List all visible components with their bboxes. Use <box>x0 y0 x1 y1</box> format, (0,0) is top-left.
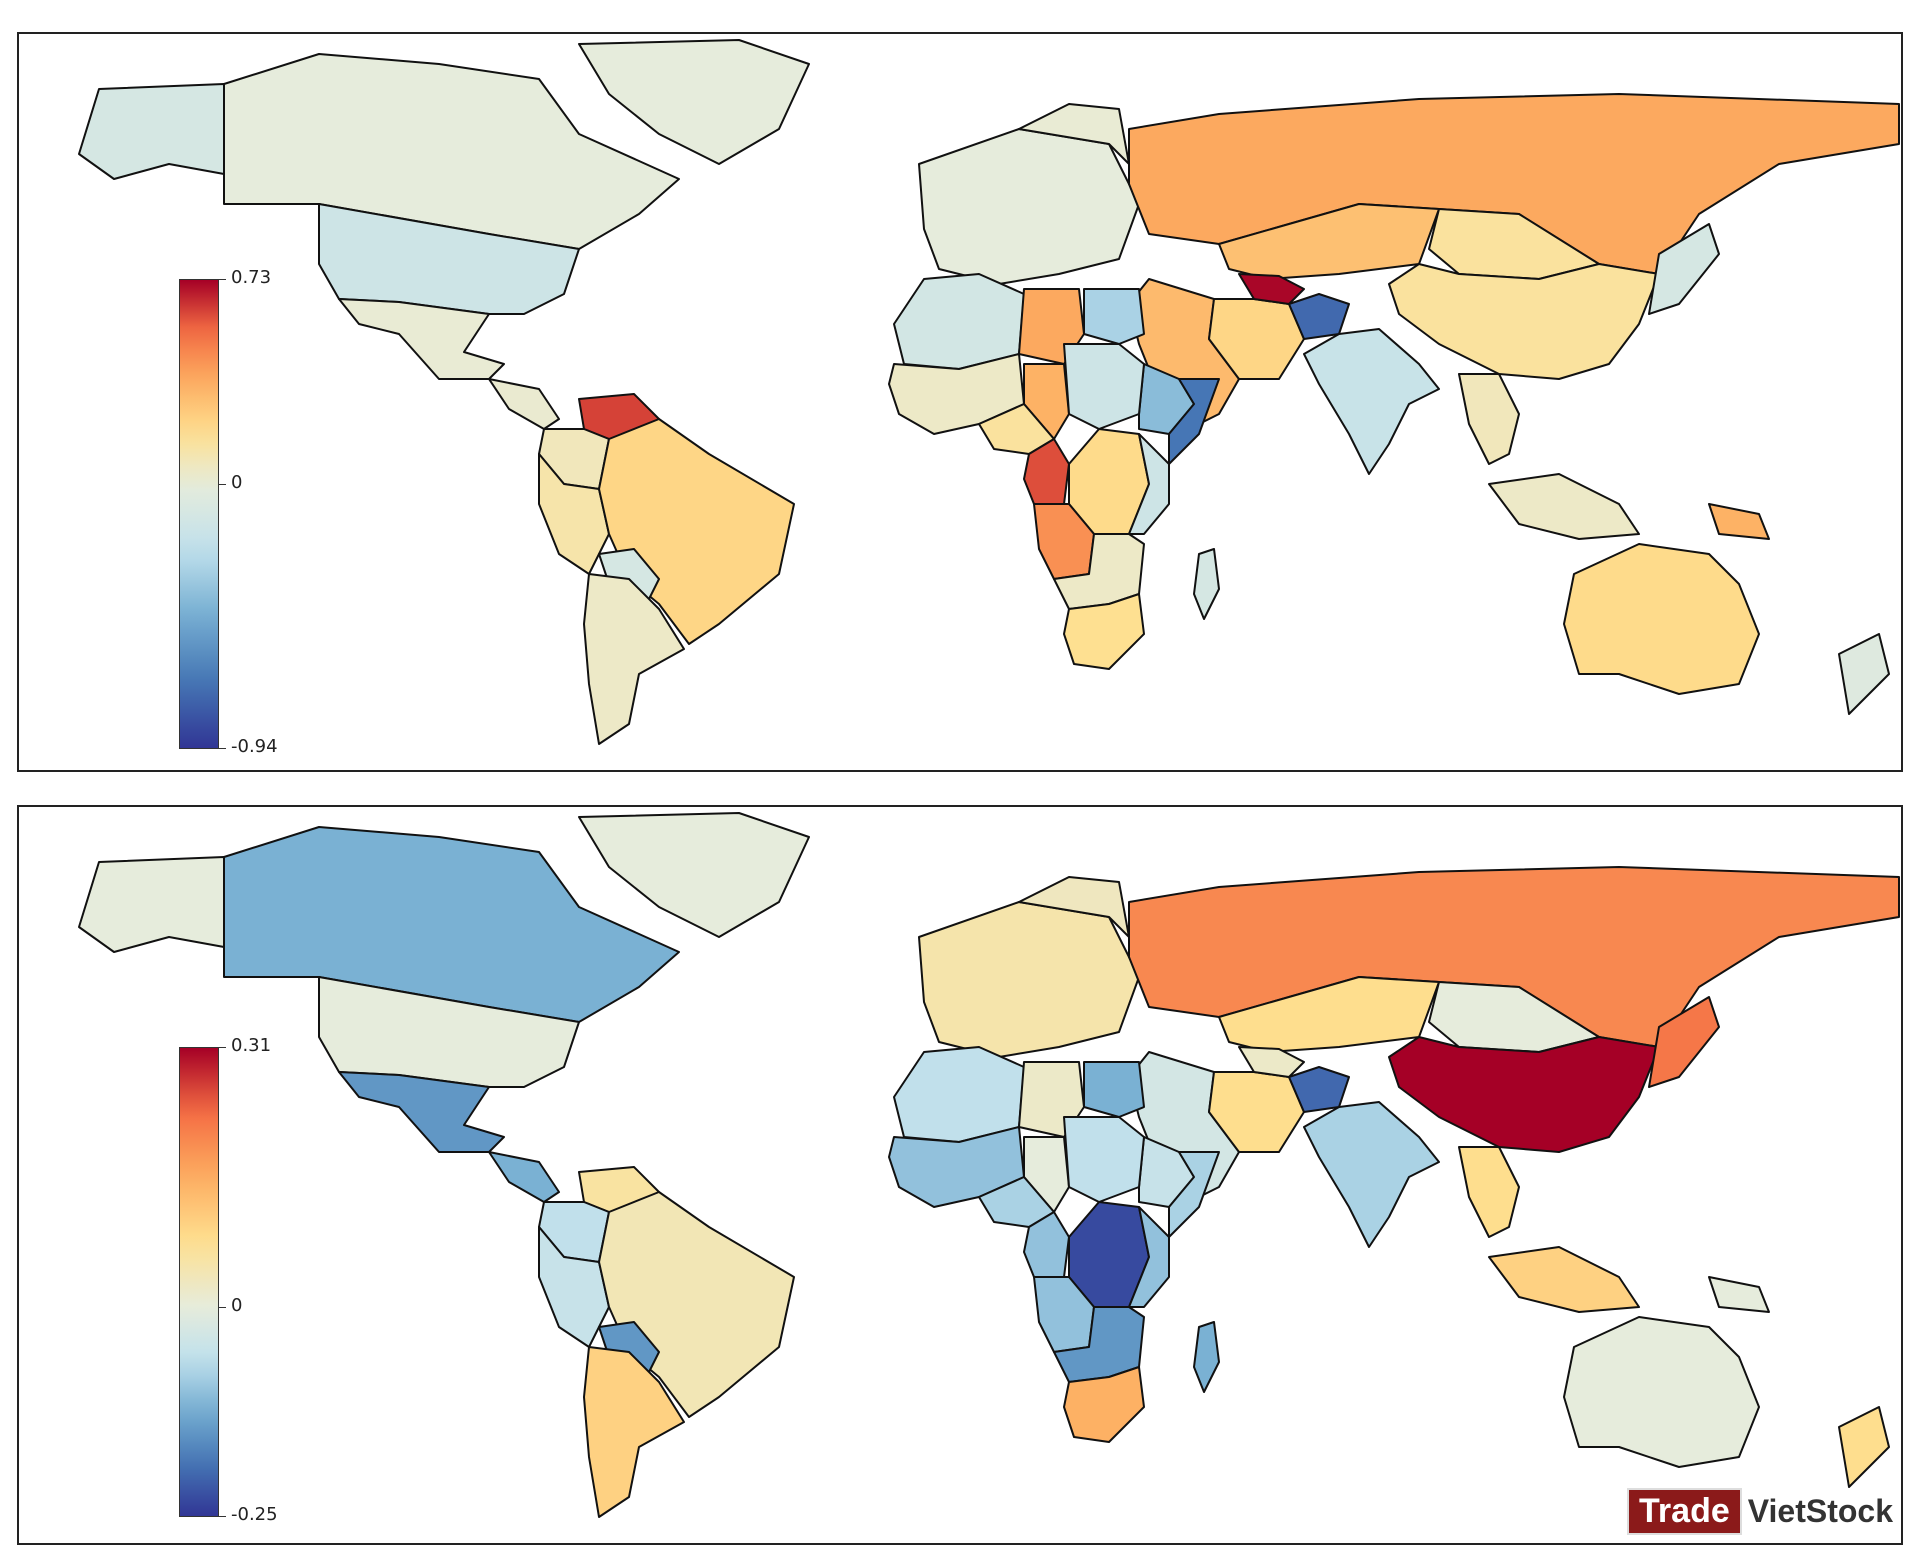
region-europe-west <box>918 901 1140 1058</box>
colorbar-min-label: -0.25 <box>231 1504 278 1525</box>
colorbar-tick-min <box>219 1516 226 1517</box>
colorbar-tick-max <box>219 279 226 280</box>
region-india <box>1303 1101 1440 1248</box>
region-new-zealand <box>1838 633 1890 715</box>
region-canada <box>223 53 680 250</box>
colorbar-max-label: 0.31 <box>231 1035 272 1056</box>
watermark-trade: Trade <box>1627 1488 1742 1535</box>
region-central-america <box>488 378 560 430</box>
region-scandinavia <box>1018 103 1130 165</box>
region-argentina <box>583 573 685 745</box>
region-japan <box>1648 996 1720 1088</box>
map-panel-bottom: 0.31 0 -0.25 Trade VietStock <box>17 805 1903 1545</box>
region-new-zealand <box>1838 1406 1890 1488</box>
watermark-logo: Trade VietStock <box>1627 1488 1893 1535</box>
region-madagascar <box>1193 548 1220 620</box>
region-egypt <box>1083 1061 1145 1118</box>
region-madagascar <box>1193 1321 1220 1393</box>
region-alaska <box>78 83 225 180</box>
region-indonesia <box>1488 473 1640 540</box>
region-afghanistan <box>1288 1066 1350 1113</box>
region-papua <box>1708 503 1770 540</box>
region-japan <box>1648 223 1720 315</box>
region-central-america <box>488 1151 560 1203</box>
region-indonesia <box>1488 1246 1640 1313</box>
region-south-africa <box>1063 1366 1145 1443</box>
region-sudan <box>1063 343 1145 430</box>
region-east-africa <box>1128 433 1170 535</box>
colorbar-mid-label: 0 <box>231 472 243 494</box>
region-afghanistan <box>1288 293 1350 340</box>
region-sudan <box>1063 1116 1145 1203</box>
region-greenland <box>578 812 810 938</box>
colorbar-tick-min <box>219 748 226 749</box>
region-turkmenistan <box>1238 1046 1305 1078</box>
colorbar-bottom <box>179 1047 219 1517</box>
region-canada <box>223 826 680 1023</box>
world-map-bottom <box>19 807 1901 1543</box>
region-east-africa <box>1128 1206 1170 1308</box>
world-map-top <box>19 34 1901 770</box>
region-south-africa <box>1063 593 1145 670</box>
colorbar-tick-mid <box>219 484 226 486</box>
region-egypt <box>1083 288 1145 345</box>
region-usa <box>318 976 580 1088</box>
region-china <box>1388 1036 1660 1153</box>
colorbar-tick-max <box>219 1047 226 1048</box>
region-turkmenistan <box>1238 273 1305 305</box>
region-southeast-asia <box>1458 373 1520 465</box>
region-europe-west <box>918 128 1140 285</box>
region-argentina <box>583 1346 685 1518</box>
region-greenland <box>578 39 810 165</box>
region-mexico <box>338 1071 505 1153</box>
region-usa <box>318 203 580 315</box>
colorbar-mid-label: 0 <box>231 1295 243 1317</box>
region-mexico <box>338 298 505 380</box>
map-panel-top: 0.73 0 -0.94 <box>17 32 1903 772</box>
region-australia <box>1563 543 1760 695</box>
colorbar-min-label: -0.94 <box>231 736 278 757</box>
region-australia <box>1563 1316 1760 1468</box>
region-papua <box>1708 1276 1770 1313</box>
region-scandinavia <box>1018 876 1130 938</box>
colorbar-max-label: 0.73 <box>231 267 272 288</box>
region-southeast-asia <box>1458 1146 1520 1238</box>
colorbar-top <box>179 279 219 749</box>
colorbar-tick-mid <box>219 1307 226 1309</box>
region-india <box>1303 328 1440 475</box>
region-china <box>1388 263 1660 380</box>
region-alaska <box>78 856 225 953</box>
watermark-vietstock: VietStock <box>1747 1493 1893 1529</box>
